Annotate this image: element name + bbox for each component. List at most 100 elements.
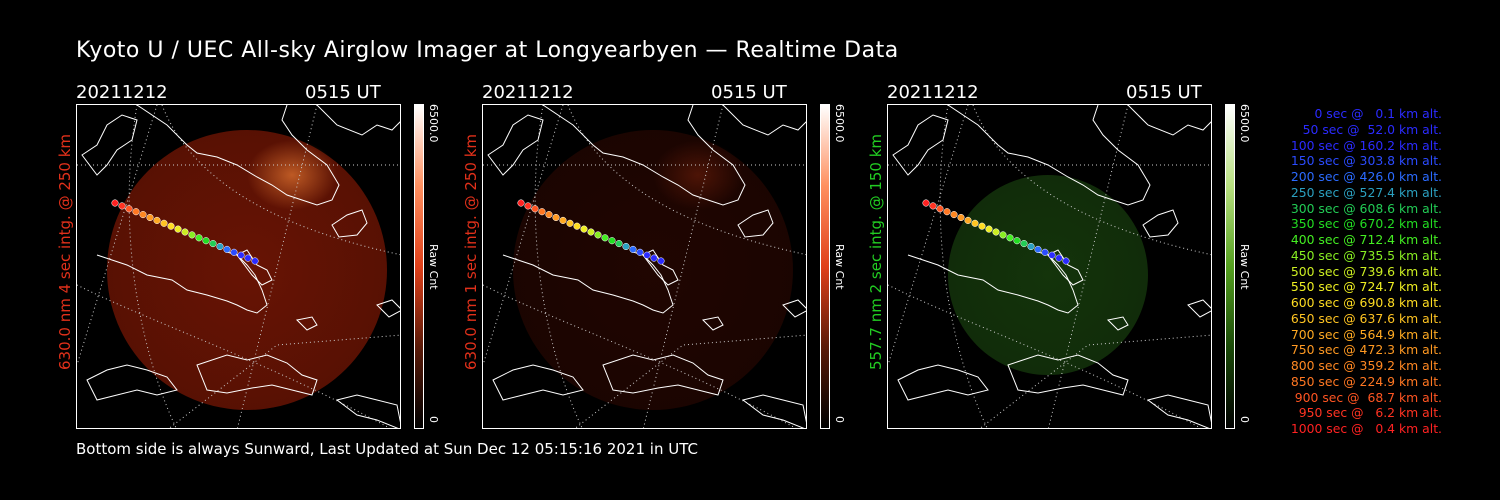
- trajectory-point: [580, 225, 588, 233]
- trajectory-point: [524, 202, 532, 210]
- coastline: [487, 114, 544, 176]
- coastline: [502, 251, 674, 314]
- airglow-disc: [107, 130, 387, 410]
- panel2-channel-label: 630.0 nm 1 sec intg. @ 250 km: [462, 133, 480, 370]
- page-title: Kyoto U / UEC All-sky Airglow Imager at …: [76, 38, 899, 63]
- trajectory-point: [202, 237, 210, 245]
- trajectory-point: [566, 219, 574, 227]
- legend-item: 350 sec @ 670.2 km alt.: [1290, 216, 1442, 232]
- grid-line: [483, 105, 564, 366]
- trajectory-point: [971, 219, 979, 227]
- panel2-colorbar-max: 6500.0: [833, 104, 846, 143]
- trajectory-point: [929, 202, 937, 210]
- trajectory-point: [1006, 234, 1014, 242]
- trajectory-point: [153, 216, 161, 224]
- trajectory-point: [1055, 254, 1063, 262]
- coastline: [96, 251, 268, 314]
- coastline: [1127, 105, 1211, 136]
- trajectory-point: [111, 199, 119, 207]
- panel1-colorbar: [414, 104, 424, 429]
- legend-item: 1000 sec @ 0.4 km alt.: [1290, 421, 1442, 436]
- coastline: [196, 354, 318, 396]
- trajectory-point: [1041, 248, 1049, 256]
- legend-item: 50 sec @ 52.0 km alt.: [1302, 121, 1442, 137]
- coastline: [722, 105, 806, 136]
- trajectory-point: [216, 242, 224, 251]
- trajectory-point: [999, 231, 1007, 239]
- grid-line: [77, 105, 158, 366]
- trajectory-point: [118, 202, 126, 210]
- trajectory-point: [622, 242, 630, 251]
- trajectory-point: [244, 254, 252, 262]
- panel3-time: 0515 UT: [1126, 82, 1202, 103]
- trajectory-point: [594, 231, 602, 239]
- panel1-colorbar-min: 0: [427, 416, 440, 423]
- coastline: [1146, 394, 1211, 428]
- legend-item: 950 sec @ 6.2 km alt.: [1298, 405, 1442, 421]
- trajectory-point: [587, 228, 595, 236]
- panel3-image: [887, 104, 1212, 429]
- trajectory-point: [1034, 245, 1042, 253]
- legend-item: 150 sec @ 303.8 km alt.: [1290, 153, 1442, 169]
- coastline: [782, 299, 806, 318]
- trajectory-point: [573, 222, 581, 230]
- grid-line: [888, 105, 969, 366]
- trajectory-point: [195, 234, 203, 242]
- legend-item: 850 sec @ 224.9 km alt.: [1290, 373, 1442, 389]
- coastline: [642, 249, 679, 286]
- trajectory-point: [643, 251, 651, 259]
- trajectory-point: [223, 245, 231, 253]
- trajectory-point: [167, 222, 175, 230]
- coastline: [1142, 209, 1179, 238]
- panel3-date: 20211212: [887, 82, 979, 103]
- coastline: [376, 299, 400, 318]
- legend-item: 450 sec @ 735.5 km alt.: [1290, 247, 1442, 263]
- trajectory-point: [950, 211, 958, 219]
- coastline: [136, 105, 340, 206]
- trajectory-legend: 0 sec @ 0.1 km alt. 50 sec @ 52.0 km alt.…: [1202, 106, 1442, 437]
- coastline: [316, 105, 400, 136]
- trajectory-point: [181, 228, 189, 236]
- trajectory-point: [957, 213, 965, 222]
- coastline: [542, 105, 746, 206]
- trajectory-point: [517, 199, 525, 207]
- panel1-channel-label: 630.0 nm 4 sec intg. @ 250 km: [56, 133, 74, 370]
- allsky-map: [888, 105, 1211, 428]
- trajectory-point: [1027, 242, 1035, 251]
- trajectory-point: [650, 254, 658, 262]
- coastline: [741, 394, 806, 428]
- trajectory-point: [629, 245, 637, 253]
- legend-item: 200 sec @ 426.0 km alt.: [1290, 169, 1442, 184]
- legend-item: 550 sec @ 724.7 km alt.: [1290, 279, 1442, 295]
- trajectory-point: [545, 211, 553, 219]
- panel3-channel-label: 557.7 nm 2 sec intg. @ 150 km: [867, 133, 885, 370]
- trajectory-point: [209, 240, 217, 248]
- allsky-map: [77, 105, 400, 428]
- panel1-colorbar-max: 6500.0: [427, 104, 440, 143]
- trajectory-point: [174, 225, 182, 233]
- aurora-patch: [1058, 140, 1148, 210]
- coastline: [602, 354, 724, 396]
- trajectory-point: [160, 219, 168, 227]
- legend-item: 700 sec @ 564.9 km alt.: [1290, 326, 1442, 342]
- coastline: [897, 364, 989, 401]
- legend-item: 750 sec @ 472.3 km alt.: [1290, 342, 1442, 358]
- coastline: [701, 316, 724, 331]
- grid-line: [534, 105, 583, 428]
- panel2-colorbar-unit: Raw Cnt: [833, 244, 846, 290]
- coastline: [295, 316, 318, 331]
- trajectory-point: [230, 248, 238, 256]
- trajectory-point: [964, 216, 972, 224]
- coastline: [81, 114, 138, 176]
- trajectory-point: [1013, 237, 1021, 245]
- panel2-colorbar-min: 0: [833, 416, 846, 423]
- allsky-map: [483, 105, 806, 428]
- coastline: [335, 394, 400, 428]
- trajectory-point: [237, 251, 245, 259]
- panel1-colorbar-unit: Raw Cnt: [427, 244, 440, 290]
- trajectory-point: [531, 205, 539, 213]
- panel2-colorbar: [820, 104, 830, 429]
- trajectory-point: [636, 248, 644, 256]
- trajectory-point: [608, 237, 616, 245]
- coastline: [492, 364, 584, 401]
